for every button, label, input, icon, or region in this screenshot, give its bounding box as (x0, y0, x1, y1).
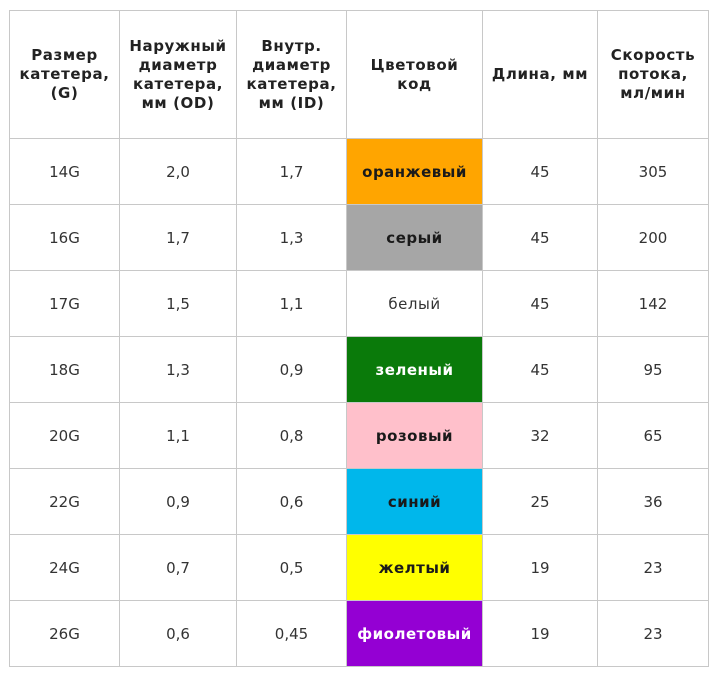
cell-length: 45 (482, 336, 598, 403)
cell-color-code: серый (346, 204, 483, 271)
cell-inner-diameter: 0,45 (236, 600, 347, 667)
cell-flow-rate: 23 (597, 600, 709, 667)
table-row: 20G 1,1 0,8 розовый 32 65 (9, 402, 709, 469)
cell-color-code: фиолетовый (346, 600, 483, 667)
cell-inner-diameter: 0,9 (236, 336, 347, 403)
cell-gauge: 26G (9, 600, 120, 667)
header-inner-diameter: Внутр. диаметр катетера, мм (ID) (236, 10, 347, 139)
cell-color-code: зеленый (346, 336, 483, 403)
header-color-code: Цветовой код (346, 10, 483, 139)
table-row: 17G 1,5 1,1 белый 45 142 (9, 270, 709, 337)
cell-gauge: 18G (9, 336, 120, 403)
header-flow-rate: Скорость потока, мл/мин (597, 10, 709, 139)
table-row: 24G 0,7 0,5 желтый 19 23 (9, 534, 709, 601)
cell-flow-rate: 142 (597, 270, 709, 337)
cell-gauge: 20G (9, 402, 120, 469)
cell-color-code: белый (346, 270, 483, 337)
cell-flow-rate: 65 (597, 402, 709, 469)
cell-inner-diameter: 1,3 (236, 204, 347, 271)
cell-length: 45 (482, 138, 598, 205)
cell-inner-diameter: 0,5 (236, 534, 347, 601)
table-row: 14G 2,0 1,7 оранжевый 45 305 (9, 138, 709, 205)
cell-flow-rate: 95 (597, 336, 709, 403)
cell-color-code: желтый (346, 534, 483, 601)
catheter-table-container: Размер катетера, (G) Наружный диаметр ка… (9, 10, 709, 667)
cell-outer-diameter: 0,7 (119, 534, 237, 601)
cell-outer-diameter: 2,0 (119, 138, 237, 205)
cell-outer-diameter: 1,5 (119, 270, 237, 337)
cell-outer-diameter: 1,3 (119, 336, 237, 403)
cell-inner-diameter: 1,7 (236, 138, 347, 205)
cell-gauge: 22G (9, 468, 120, 535)
cell-inner-diameter: 1,1 (236, 270, 347, 337)
header-outer-diameter: Наружный диаметр катетера, мм (OD) (119, 10, 237, 139)
cell-gauge: 16G (9, 204, 120, 271)
cell-outer-diameter: 0,9 (119, 468, 237, 535)
cell-flow-rate: 200 (597, 204, 709, 271)
cell-length: 32 (482, 402, 598, 469)
cell-gauge: 24G (9, 534, 120, 601)
header-length: Длина, мм (482, 10, 598, 139)
cell-gauge: 17G (9, 270, 120, 337)
cell-outer-diameter: 1,1 (119, 402, 237, 469)
table-row: 16G 1,7 1,3 серый 45 200 (9, 204, 709, 271)
cell-inner-diameter: 0,8 (236, 402, 347, 469)
table-body: 14G 2,0 1,7 оранжевый 45 305 16G 1,7 1,3 серый 45 2… (9, 138, 709, 667)
cell-length: 19 (482, 600, 598, 667)
cell-outer-diameter: 1,7 (119, 204, 237, 271)
cell-flow-rate: 23 (597, 534, 709, 601)
cell-color-code: оранжевый (346, 138, 483, 205)
cell-color-code: синий (346, 468, 483, 535)
cell-flow-rate: 36 (597, 468, 709, 535)
catheter-size-table: Размер катетера, (G) Наружный диаметр ка… (9, 10, 709, 667)
cell-length: 45 (482, 270, 598, 337)
header-gauge: Размер катетера, (G) (9, 10, 120, 139)
cell-length: 25 (482, 468, 598, 535)
cell-outer-diameter: 0,6 (119, 600, 237, 667)
cell-gauge: 14G (9, 138, 120, 205)
table-row: 22G 0,9 0,6 синий 25 36 (9, 468, 709, 535)
table-row: 18G 1,3 0,9 зеленый 45 95 (9, 336, 709, 403)
cell-color-code: розовый (346, 402, 483, 469)
cell-inner-diameter: 0,6 (236, 468, 347, 535)
cell-flow-rate: 305 (597, 138, 709, 205)
table-row: 26G 0,6 0,45 фиолетовый 19 23 (9, 600, 709, 667)
cell-length: 45 (482, 204, 598, 271)
cell-length: 19 (482, 534, 598, 601)
header-row: Размер катетера, (G) Наружный диаметр ка… (9, 10, 709, 139)
